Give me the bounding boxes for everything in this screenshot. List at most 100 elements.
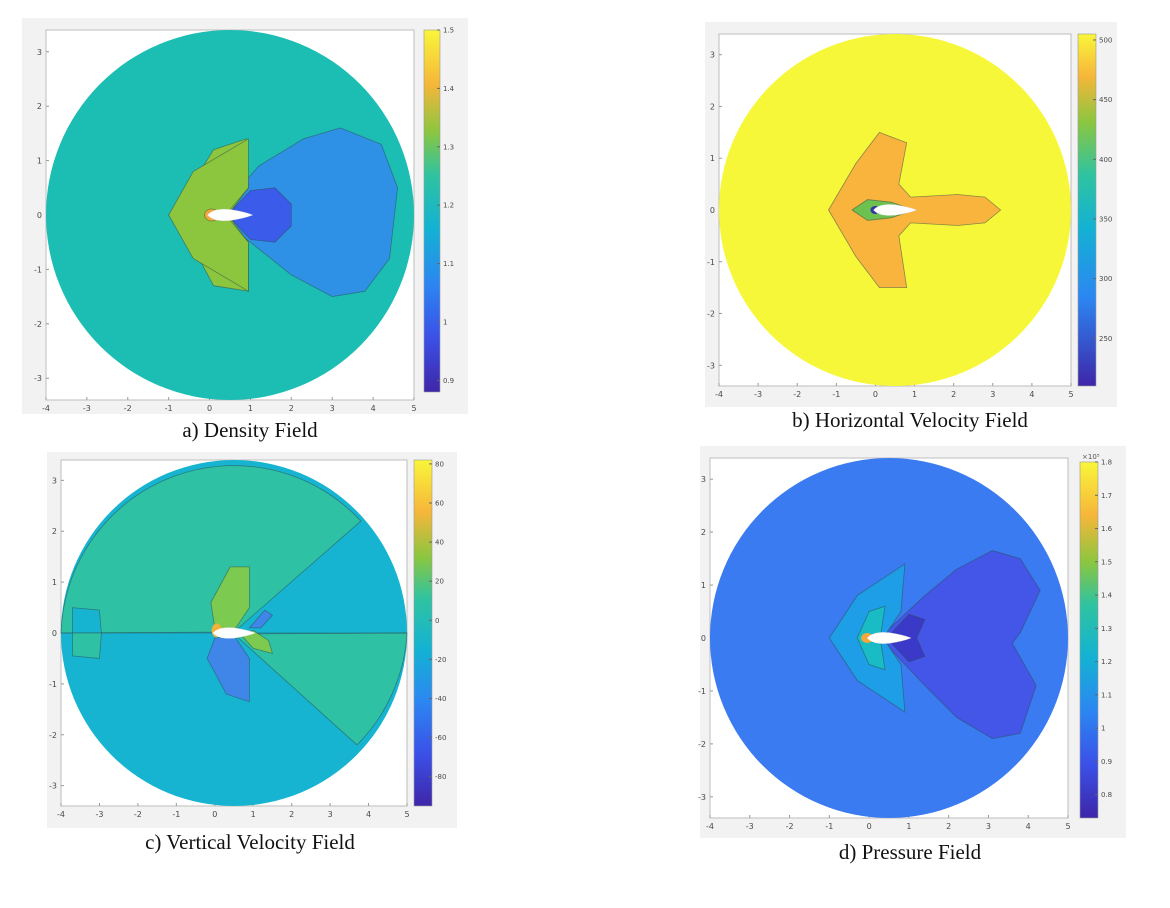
left-patch-upper <box>72 607 102 634</box>
colorbar-tick-label: 1.4 <box>1101 592 1113 600</box>
colorbar-tick-label: -60 <box>435 734 446 742</box>
upper-field-region <box>60 465 362 634</box>
downward-lobe-rear <box>248 609 274 629</box>
y-tick-label: 1 <box>37 157 42 166</box>
colorbar-tick-label: 1.2 <box>443 202 454 210</box>
airfoil <box>866 632 912 644</box>
y-tick-label: 3 <box>701 475 706 484</box>
y-tick-label: 1 <box>710 154 715 163</box>
x-tick-label: 3 <box>990 390 995 399</box>
vertical-velocity-panel: -4 -3 -2 -1 0 1 2 3 4 5 3 2 1 0 -1 -2 -3 80 60 40 20 0 -20 -40 -… <box>47 452 457 828</box>
x-tick-label: -4 <box>42 404 50 413</box>
colorbar-tick-label: 0.9 <box>1101 758 1112 766</box>
y-tick-label: -1 <box>34 265 42 274</box>
y-tick-label: -3 <box>707 361 715 370</box>
pressure-field-plot: -4 -3 -2 -1 0 1 2 3 4 5 3 2 1 0 -1 -2 -3 1.8 1.7 1.6 1.5 1.4 1… <box>698 453 1113 831</box>
x-tick-label: 3 <box>986 822 991 831</box>
left-patch-lower <box>72 632 102 659</box>
colorbar-tick-label: 1.1 <box>1101 691 1112 699</box>
colorbar <box>423 29 441 393</box>
y-tick-label: 2 <box>701 528 706 537</box>
colorbar-tick-label: 300 <box>1099 275 1112 283</box>
vertical-velocity-caption: c) Vertical Velocity Field <box>145 830 355 854</box>
colorbar-tick-label: 1.6 <box>1101 525 1113 533</box>
colorbar-tick-label: 1.4 <box>443 85 455 93</box>
x-tick-label: 3 <box>330 404 335 413</box>
airfoil <box>873 204 918 216</box>
x-tick-label: 5 <box>404 810 409 819</box>
y-tick-label: 0 <box>701 634 706 643</box>
x-tick-label: -2 <box>793 390 801 399</box>
x-tick-label: 5 <box>1065 822 1070 831</box>
colorbar-tick-label: 0.8 <box>1101 791 1112 799</box>
horizontal-velocity-caption: b) Horizontal Velocity Field <box>792 408 1028 432</box>
x-tick-label: -4 <box>706 822 714 831</box>
colorbar-tick-label: 80 <box>435 460 444 468</box>
density-field-plot: -4 -3 -2 -1 0 1 2 3 4 5 3 2 1 0 -1 -2 -3 1.5 1.4 1.3 1.2 1.1 1… <box>34 27 455 414</box>
x-tick-label: -1 <box>825 822 833 831</box>
horizontal-velocity-plot: -4 -3 -2 -1 0 1 2 3 4 5 3 2 1 0 -1 -2 -3 500 450 400 350 300 2… <box>707 33 1112 399</box>
colorbar <box>1079 461 1099 819</box>
x-tick-label: 1 <box>912 390 917 399</box>
colorbar-tick-label: 1 <box>443 318 447 326</box>
x-tick-label: 2 <box>946 822 951 831</box>
x-tick-label: -3 <box>746 822 754 831</box>
pressure-field-panel: -4 -3 -2 -1 0 1 2 3 4 5 3 2 1 0 -1 -2 -3 1.8 1.7 1.6 1.5 1.4 1… <box>698 446 1126 838</box>
x-tick-label: 5 <box>411 404 416 413</box>
y-tick-label: 3 <box>52 476 57 485</box>
colorbar-tick-label: 1.8 <box>1101 459 1112 467</box>
density-field-panel: -4 -3 -2 -1 0 1 2 3 4 5 3 2 1 0 -1 -2 -3 1.5 1.4 1.3 1.2 1.1 1… <box>22 18 468 414</box>
x-tick-label: 4 <box>1026 822 1031 831</box>
colorbar-tick-label: 1.5 <box>1101 558 1112 566</box>
colorbar-tick-label: 1.3 <box>443 143 454 151</box>
colorbar-tick-label: 1.1 <box>443 260 454 268</box>
y-tick-label: 3 <box>37 48 42 57</box>
x-tick-label: 4 <box>371 404 376 413</box>
colorbar-tick-label: -20 <box>435 656 446 664</box>
x-tick-label: -4 <box>715 390 723 399</box>
colorbar-tick-label: 1.2 <box>1101 658 1112 666</box>
x-tick-label: 0 <box>207 404 212 413</box>
y-tick-label: 2 <box>710 102 715 111</box>
x-tick-label: -3 <box>83 404 91 413</box>
x-tick-label: -1 <box>172 810 180 819</box>
colorbar <box>1077 33 1097 387</box>
x-tick-label: -1 <box>165 404 173 413</box>
airfoil <box>212 627 256 639</box>
x-tick-label: -2 <box>134 810 142 819</box>
colorbar-tick-label: 0.9 <box>443 377 454 385</box>
x-tick-label: 0 <box>867 822 872 831</box>
x-tick-label: 0 <box>873 390 878 399</box>
colorbar-tick-label: 400 <box>1099 156 1112 164</box>
upward-lobe-rear <box>241 630 273 654</box>
colorbar-multiplier: ×10⁵ <box>1082 453 1100 461</box>
colorbar-tick-label: 1.5 <box>443 27 454 35</box>
x-tick-label: -4 <box>57 810 65 819</box>
vertical-velocity-plot: -4 -3 -2 -1 0 1 2 3 4 5 3 2 1 0 -1 -2 -3 80 60 40 20 0 -20 -40 -… <box>49 459 446 819</box>
y-tick-label: -3 <box>34 374 42 383</box>
y-tick-label: -2 <box>49 731 57 740</box>
horizontal-velocity-panel: -4 -3 -2 -1 0 1 2 3 4 5 3 2 1 0 -1 -2 -3 500 450 400 350 300 2… <box>705 22 1117 407</box>
colorbar-tick-label: 40 <box>435 539 444 547</box>
lower-right-sector <box>232 632 408 746</box>
y-tick-label: -2 <box>698 740 706 749</box>
y-tick-label: -1 <box>698 687 706 696</box>
y-tick-label: -2 <box>34 320 42 329</box>
colorbar-tick-label: 450 <box>1099 96 1112 104</box>
x-tick-label: 3 <box>328 810 333 819</box>
colorbar-tick-label: 350 <box>1099 215 1112 223</box>
colorbar-tick-label: 250 <box>1099 335 1112 343</box>
colorbar-tick-label: -40 <box>435 695 446 703</box>
wake-low-region <box>221 127 399 298</box>
y-tick-label: -3 <box>698 793 706 802</box>
y-tick-label: -1 <box>49 680 57 689</box>
colorbar-tick-label: 1 <box>1101 725 1105 733</box>
x-tick-label: 1 <box>906 822 911 831</box>
y-tick-label: 0 <box>37 211 42 220</box>
x-tick-label: 2 <box>289 404 294 413</box>
colorbar-tick-label: 1.7 <box>1101 492 1112 500</box>
density-field-caption: a) Density Field <box>182 418 318 442</box>
colorbar-tick-label: -80 <box>435 773 446 781</box>
wake-low-region <box>884 550 1041 740</box>
x-tick-label: 0 <box>212 810 217 819</box>
